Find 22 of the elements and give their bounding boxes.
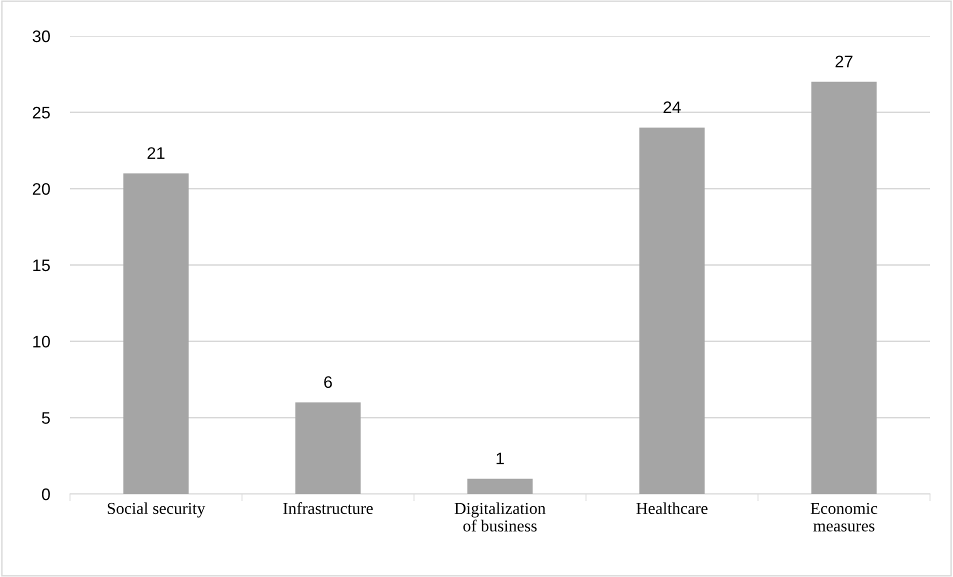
y-tick-label: 20	[32, 183, 50, 195]
y-tick-label: 25	[32, 106, 50, 119]
y-tick-label: 0	[42, 488, 50, 500]
y-tick-label: 30	[32, 30, 50, 42]
x-tick-label: Infrastructure	[283, 502, 373, 514]
bar	[123, 173, 189, 494]
bar	[639, 128, 705, 494]
x-tick-label: Social security	[108, 502, 206, 518]
y-tick-label: 15	[33, 260, 50, 272]
data-label: 21	[148, 147, 164, 159]
y-tick-label: 10	[33, 336, 50, 348]
x-tick-label: Economic measures	[810, 502, 878, 532]
bar	[811, 82, 877, 494]
y-tick-label: 5	[42, 412, 50, 424]
x-tick-label: Digitalization of business	[454, 502, 546, 532]
data-label: 6	[324, 376, 332, 388]
data-label: 27	[836, 56, 852, 68]
bar	[295, 402, 361, 494]
data-label: 24	[664, 101, 681, 114]
bar	[467, 478, 533, 494]
data-label: 1	[496, 452, 504, 464]
x-tick-label: Healthcare	[636, 502, 708, 514]
